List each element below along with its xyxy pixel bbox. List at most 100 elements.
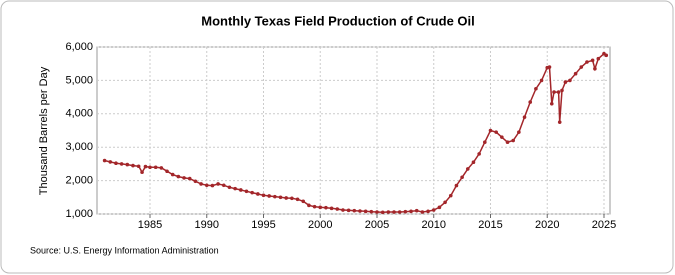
marker <box>295 197 300 202</box>
marker <box>108 160 113 164</box>
marker <box>238 188 243 192</box>
marker <box>579 65 584 69</box>
marker <box>392 210 396 214</box>
marker <box>318 205 323 210</box>
marker <box>454 183 459 188</box>
marker <box>471 160 476 165</box>
marker <box>568 78 572 83</box>
y-tick-label: 4,000 <box>65 108 93 120</box>
marker <box>136 164 141 169</box>
marker <box>560 88 564 93</box>
marker <box>346 208 351 213</box>
marker <box>500 135 504 139</box>
marker <box>341 208 345 212</box>
marker <box>284 196 288 200</box>
marker <box>593 66 597 71</box>
marker <box>140 170 144 175</box>
marker <box>437 205 442 210</box>
y-tick-label: 5,000 <box>65 74 93 86</box>
marker <box>159 166 164 170</box>
y-tick-label: 1,000 <box>65 208 93 220</box>
x-tick-label: 2020 <box>535 219 559 231</box>
marker <box>494 130 498 134</box>
marker <box>590 58 595 63</box>
marker <box>460 175 464 180</box>
marker <box>131 163 135 168</box>
marker <box>403 209 408 214</box>
marker <box>483 140 487 144</box>
marker <box>552 90 556 94</box>
marker <box>477 152 481 156</box>
plot-area <box>96 46 611 215</box>
marker <box>563 80 568 84</box>
x-tick-label: 2000 <box>308 219 332 231</box>
marker <box>549 101 554 106</box>
marker <box>386 210 391 214</box>
marker <box>221 183 226 188</box>
marker <box>547 65 552 69</box>
marker <box>210 183 215 188</box>
marker <box>102 158 107 163</box>
y-tick-label: 3,000 <box>65 141 93 153</box>
marker <box>397 210 402 214</box>
marker <box>170 172 175 177</box>
marker <box>324 205 328 210</box>
marker <box>278 195 283 200</box>
marker <box>528 100 533 104</box>
marker <box>312 204 317 209</box>
marker <box>557 120 562 124</box>
marker <box>148 165 152 170</box>
marker <box>233 186 237 191</box>
marker <box>125 162 130 167</box>
x-tick-label: 1995 <box>251 219 275 231</box>
source: Source: U.S. Energy Information Administ… <box>30 245 219 255</box>
marker <box>488 128 493 133</box>
marker <box>604 53 609 58</box>
marker <box>369 209 374 214</box>
marker <box>505 140 510 144</box>
marker <box>585 60 589 64</box>
y-axis-label: Thousand Barrels per Day <box>38 66 50 195</box>
marker <box>556 90 561 94</box>
marker <box>511 138 515 143</box>
marker <box>465 167 470 171</box>
marker <box>216 182 220 186</box>
marker <box>335 207 340 211</box>
marker <box>358 209 362 213</box>
marker <box>193 179 198 184</box>
y-tick-label: 2,000 <box>65 175 93 187</box>
marker <box>114 161 118 166</box>
marker <box>448 193 453 198</box>
marker <box>119 162 124 166</box>
marker <box>517 130 521 134</box>
marker <box>420 210 425 214</box>
x-tick-label: 2005 <box>365 219 389 231</box>
marker <box>534 86 538 91</box>
marker <box>267 194 271 198</box>
marker <box>352 208 357 213</box>
marker <box>329 206 334 211</box>
x-tick-label: 2025 <box>592 219 616 231</box>
marker <box>375 210 379 214</box>
marker <box>250 190 254 195</box>
chart-title: Monthly Texas Field Production of Crude … <box>201 13 475 28</box>
marker <box>539 78 544 83</box>
marker <box>182 176 186 180</box>
x-tick-label: 1985 <box>138 219 162 231</box>
marker <box>431 208 436 212</box>
marker <box>443 200 447 205</box>
marker <box>522 115 527 119</box>
marker <box>227 185 232 190</box>
marker <box>204 183 209 188</box>
marker <box>301 199 306 204</box>
marker <box>143 164 148 169</box>
x-tick-label: 2015 <box>478 219 502 231</box>
marker <box>256 192 260 196</box>
marker <box>596 56 601 61</box>
marker <box>380 210 385 215</box>
marker <box>363 209 368 214</box>
marker <box>261 193 266 198</box>
marker <box>187 176 192 181</box>
x-tick-label: 1990 <box>195 219 219 231</box>
